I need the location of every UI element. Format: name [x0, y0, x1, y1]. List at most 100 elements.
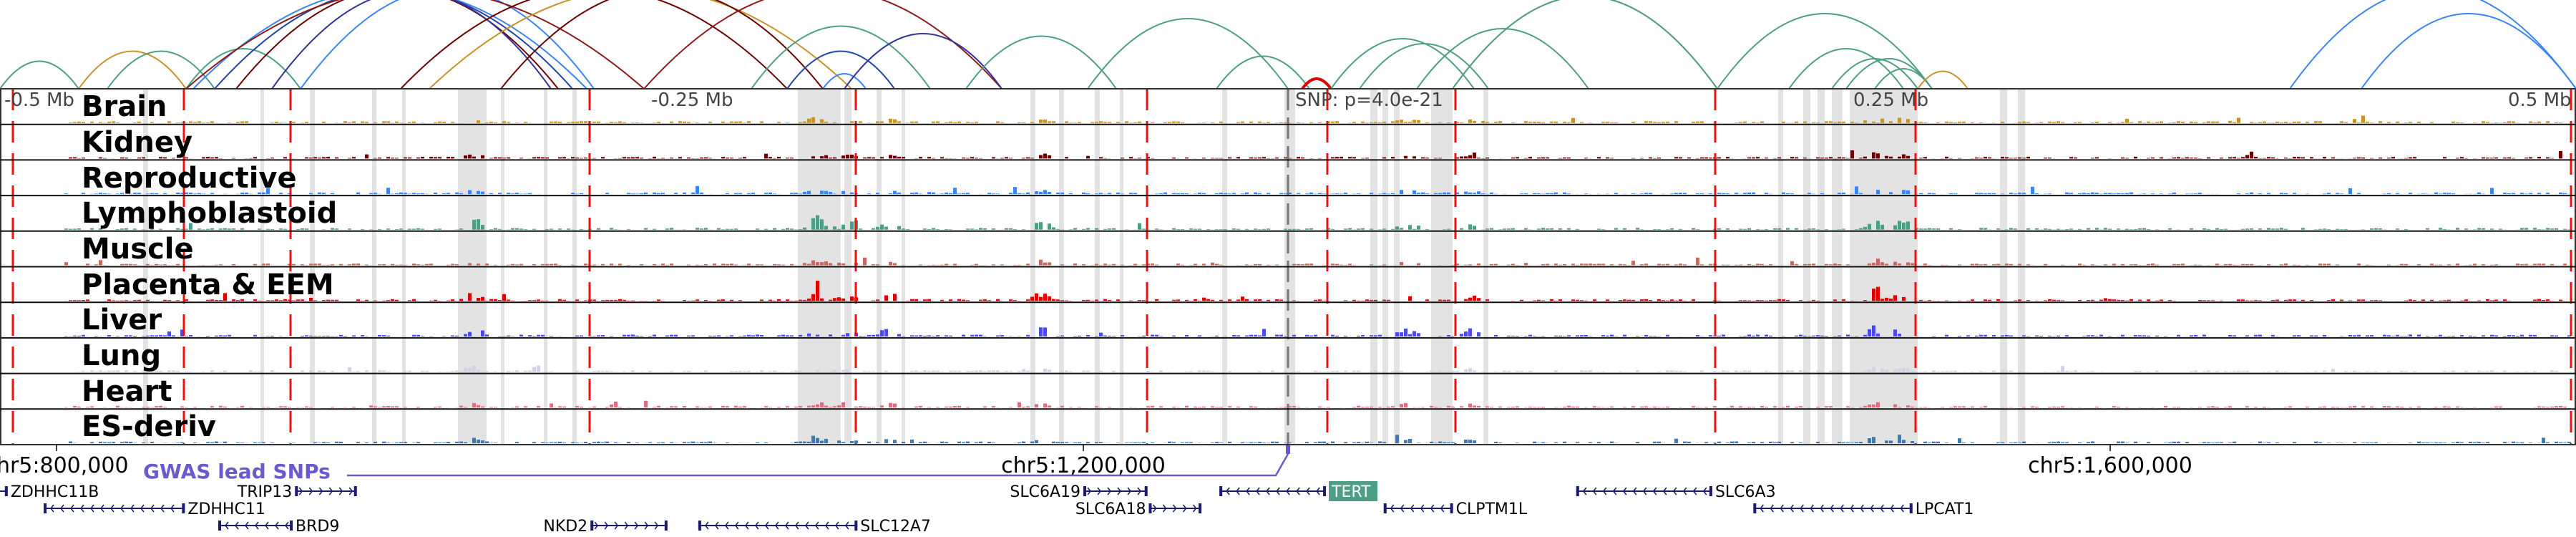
- exon: [1323, 486, 1327, 496]
- strand-arrow-icon: [1840, 504, 1844, 513]
- exon: [664, 521, 668, 531]
- strand-arrow-icon: [1410, 504, 1415, 513]
- gene-clptm1l[interactable]: CLPTM1L: [1383, 500, 1528, 518]
- gene-slc6a3[interactable]: SLC6A3: [1576, 483, 1776, 501]
- strand-arrow-icon: [285, 521, 289, 530]
- top-axis-label: -0.5 Mb: [4, 90, 74, 111]
- strand-arrow-icon: [1316, 487, 1320, 495]
- strand-arrow-icon: [1692, 487, 1697, 495]
- strand-arrow-icon: [814, 521, 819, 530]
- strand-arrow-icon: [318, 487, 323, 495]
- strand-arrow-icon: [140, 504, 145, 513]
- signal-tracks: [64, 115, 2571, 443]
- strand-arrow-icon: [60, 504, 64, 513]
- strand-arrow-icon: [1286, 487, 1290, 495]
- exon: [1083, 486, 1086, 496]
- exon: [1450, 503, 1453, 513]
- gene-slc6a18[interactable]: SLC6A18: [1075, 500, 1202, 518]
- exon: [1576, 486, 1579, 496]
- strand-arrow-icon: [1306, 487, 1310, 495]
- interaction-arc: [643, 0, 1002, 90]
- strand-arrow-icon: [734, 521, 739, 530]
- strand-arrow-icon: [1266, 487, 1270, 495]
- track-label-heart: Heart: [82, 375, 172, 408]
- gene-slc12a7[interactable]: SLC12A7: [698, 518, 931, 536]
- strand-arrow-icon: [1390, 504, 1395, 513]
- gene-nkd2[interactable]: NKD2: [543, 518, 668, 536]
- exon: [854, 521, 858, 531]
- interaction-arc: [1452, 0, 1718, 90]
- strand-arrow-icon: [1592, 487, 1597, 495]
- interaction-arc: [1874, 68, 1933, 90]
- top-axis-label: 0.25 Mb: [1853, 90, 1928, 111]
- interaction-arc: [400, 0, 788, 90]
- gene-zdhhc11[interactable]: ZDHHC11: [44, 500, 265, 518]
- strand-arrow-icon: [1440, 504, 1445, 513]
- strand-arrow-icon: [1226, 487, 1230, 495]
- signal-brain: [69, 115, 2562, 123]
- gene-lpcat1[interactable]: LPCAT1: [1753, 500, 1974, 518]
- exon: [590, 521, 594, 531]
- strand-arrow-icon: [1622, 487, 1627, 495]
- strand-arrow-icon: [754, 521, 759, 530]
- strand-arrow-icon: [100, 504, 104, 513]
- exon: [1199, 503, 1202, 513]
- interaction-arc: [271, 0, 552, 90]
- gene-slc6a19[interactable]: SLC6A19: [1010, 483, 1148, 501]
- strand-arrow-icon: [1602, 487, 1607, 495]
- strand-arrow-icon: [1172, 504, 1177, 513]
- strand-arrow-icon: [724, 521, 729, 530]
- interaction-arc: [2361, 13, 2576, 90]
- exon: [1909, 503, 1913, 513]
- strand-arrow-icon: [308, 487, 313, 495]
- top-axis-label: 0.5 Mb: [2508, 90, 2572, 111]
- strand-arrow-icon: [714, 521, 719, 530]
- strand-arrow-icon: [1276, 487, 1280, 495]
- gene-trip13[interactable]: TRIP13: [237, 483, 357, 501]
- strand-arrow-icon: [824, 521, 829, 530]
- strand-arrow-icon: [1612, 487, 1617, 495]
- strand-arrow-icon: [1830, 504, 1834, 513]
- strand-arrow-icon: [90, 504, 94, 513]
- gwas-snp-marker[interactable]: [1286, 445, 1290, 454]
- interaction-arc: [786, 50, 895, 90]
- strand-arrow-icon: [1256, 487, 1260, 495]
- gene-label: SLC6A18: [1075, 500, 1146, 518]
- strand-arrow-icon: [744, 521, 749, 530]
- strand-arrow-icon: [170, 504, 175, 513]
- exon: [182, 503, 185, 513]
- interaction-arc: [965, 35, 1117, 90]
- strand-arrow-icon: [80, 504, 84, 513]
- exon: [1144, 486, 1148, 496]
- interaction-arcs: [0, 0, 2576, 90]
- strand-arrow-icon: [130, 504, 135, 513]
- gene-label: CLPTM1L: [1456, 500, 1528, 518]
- interaction-arc: [1917, 70, 1968, 90]
- interaction-arc: [1359, 43, 1489, 90]
- strand-arrow-icon: [1582, 487, 1587, 495]
- track-frames: [0, 88, 2576, 445]
- interaction-arc: [1301, 77, 1332, 90]
- gene-brd9[interactable]: BRD9: [218, 518, 339, 536]
- track-label-lung: Lung: [82, 339, 161, 372]
- signal-liver: [64, 325, 2571, 337]
- gene-label: SLC6A19: [1010, 483, 1080, 501]
- exon: [353, 486, 357, 496]
- gene-label: LPCAT1: [1916, 500, 1974, 518]
- gene-zdhhc11b[interactable]: ZDHHC11B: [0, 483, 99, 501]
- interaction-arc: [1717, 13, 1933, 90]
- strand-arrow-icon: [1192, 504, 1197, 513]
- strand-arrow-icon: [614, 521, 619, 530]
- signal-kidney: [69, 150, 2567, 159]
- interaction-arc: [1416, 28, 1589, 90]
- strand-arrow-icon: [804, 521, 809, 530]
- signal-heart: [64, 400, 2571, 408]
- strand-arrow-icon: [1296, 487, 1300, 495]
- track-label-liver: Liver: [82, 304, 162, 337]
- axis-tick-label: chr5:1,200,000: [1001, 453, 1166, 478]
- genome-axis: chr5:800,000 chr5:1,200,000 chr5:1,600,0…: [0, 445, 2192, 478]
- interaction-arc: [1087, 18, 1289, 90]
- strand-arrow-icon: [764, 521, 769, 530]
- gene-tert[interactable]: TERT: [1219, 481, 1378, 501]
- strand-arrow-icon: [1682, 487, 1687, 495]
